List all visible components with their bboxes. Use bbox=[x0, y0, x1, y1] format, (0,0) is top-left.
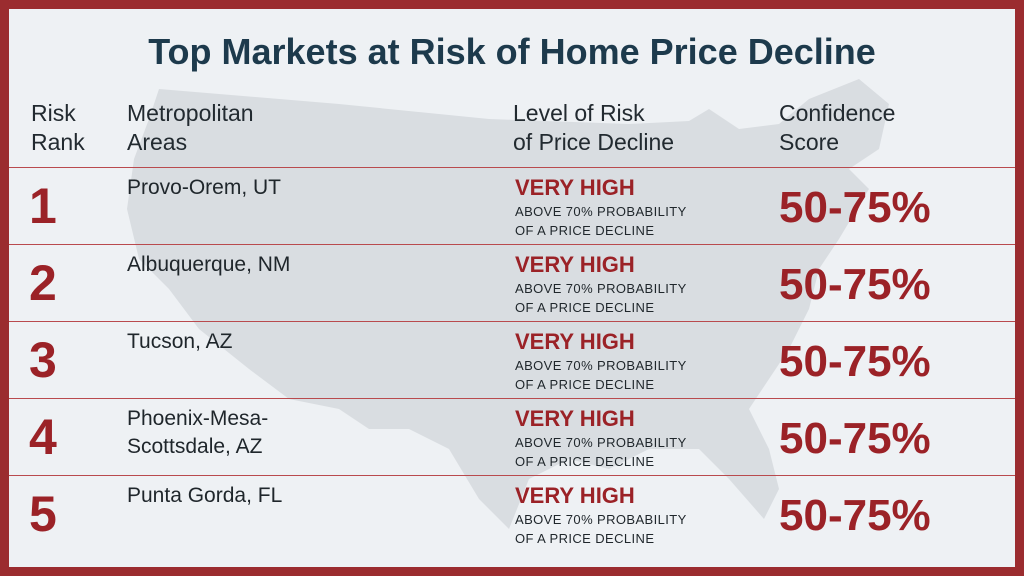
risk-table: 1 Provo-Orem, UT VERY HIGH ABOVE 70% PRO… bbox=[9, 167, 1015, 552]
confidence-score: 50-75% bbox=[779, 260, 931, 309]
table-row: 4 Phoenix-Mesa- Scottsdale, AZ VERY HIGH… bbox=[9, 398, 1015, 475]
metro-area-name: Tucson, AZ bbox=[127, 330, 233, 353]
infographic-frame: Top Markets at Risk of Home Price Declin… bbox=[9, 9, 1015, 567]
risk-description: ABOVE 70% PROBABILITY OF A PRICE DECLINE bbox=[515, 435, 687, 469]
table-row: 1 Provo-Orem, UT VERY HIGH ABOVE 70% PRO… bbox=[9, 167, 1015, 244]
page-title: Top Markets at Risk of Home Price Declin… bbox=[148, 31, 876, 72]
risk-level: VERY HIGH bbox=[515, 483, 635, 508]
confidence-score: 50-75% bbox=[779, 183, 931, 232]
risk-rank: 5 bbox=[29, 486, 57, 542]
metro-area-name: Punta Gorda, FL bbox=[127, 484, 283, 507]
risk-description: ABOVE 70% PROBABILITY OF A PRICE DECLINE bbox=[515, 358, 687, 392]
table-row: 5 Punta Gorda, FL VERY HIGH ABOVE 70% PR… bbox=[9, 475, 1015, 552]
column-header-confidence-score: Confidence Score bbox=[779, 100, 896, 155]
column-header-level-of-risk: Level of Risk of Price Decline bbox=[513, 100, 675, 155]
risk-description: ABOVE 70% PROBABILITY OF A PRICE DECLINE bbox=[515, 204, 687, 238]
risk-description: ABOVE 70% PROBABILITY OF A PRICE DECLINE bbox=[515, 512, 687, 546]
column-header-risk-rank: Risk Rank bbox=[31, 100, 85, 155]
metro-area-name: Phoenix-Mesa- Scottsdale, AZ bbox=[127, 407, 269, 458]
metro-area-name: Albuquerque, NM bbox=[127, 253, 291, 276]
risk-level: VERY HIGH bbox=[515, 406, 635, 431]
risk-rank: 1 bbox=[29, 178, 57, 234]
column-header-metropolitan-areas: Metropolitan Areas bbox=[127, 100, 254, 155]
table-row: 3 Tucson, AZ VERY HIGH ABOVE 70% PROBABI… bbox=[9, 321, 1015, 398]
risk-rank: 3 bbox=[29, 332, 57, 388]
risk-rank: 4 bbox=[29, 409, 57, 465]
confidence-score: 50-75% bbox=[779, 491, 931, 540]
risk-level: VERY HIGH bbox=[515, 252, 635, 277]
risk-description: ABOVE 70% PROBABILITY OF A PRICE DECLINE bbox=[515, 281, 687, 315]
confidence-score: 50-75% bbox=[779, 337, 931, 386]
confidence-score: 50-75% bbox=[779, 414, 931, 463]
risk-level: VERY HIGH bbox=[515, 329, 635, 354]
risk-level: VERY HIGH bbox=[515, 175, 635, 200]
table-row: 2 Albuquerque, NM VERY HIGH ABOVE 70% PR… bbox=[9, 244, 1015, 321]
us-map-silhouette bbox=[127, 79, 889, 529]
risk-rank: 2 bbox=[29, 255, 57, 311]
metro-area-name: Provo-Orem, UT bbox=[127, 176, 282, 199]
